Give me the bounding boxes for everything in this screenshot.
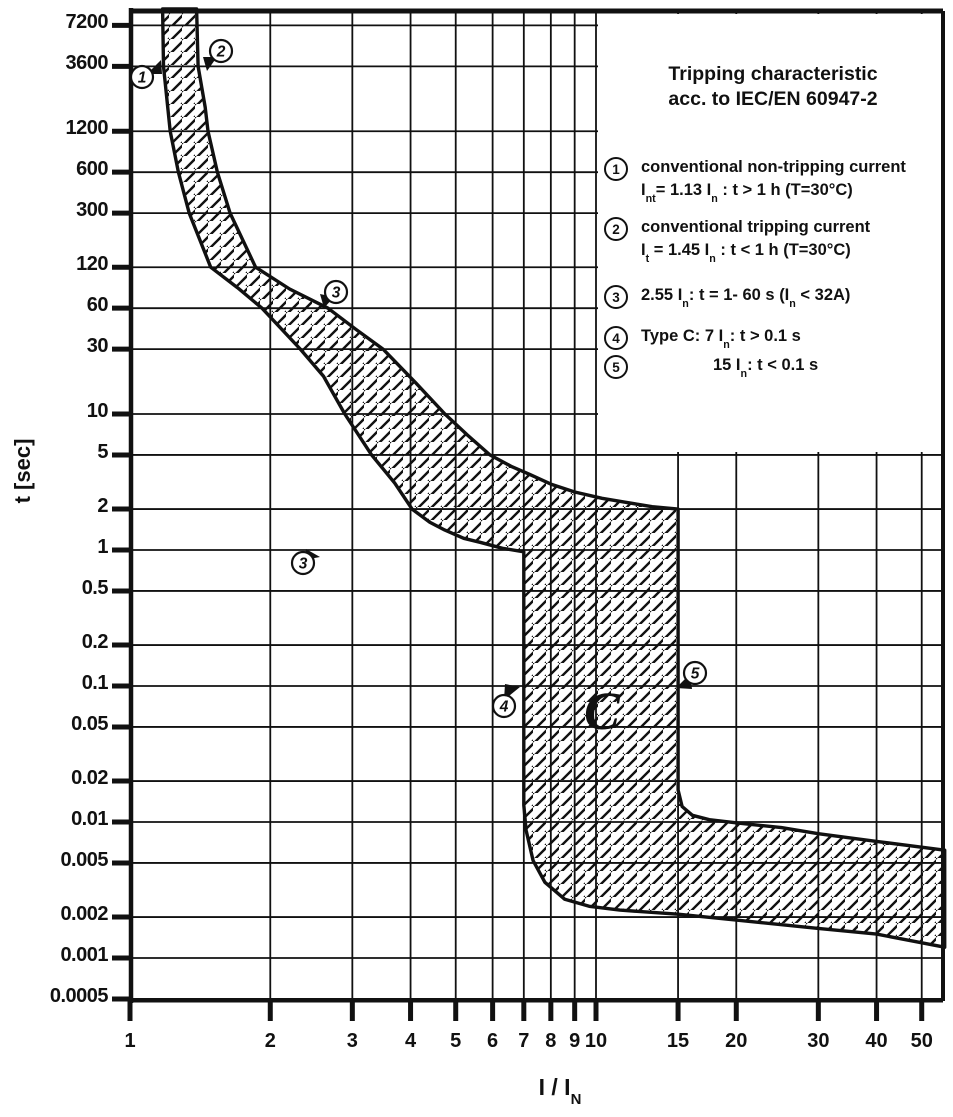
legend-items: 1 conventional non-tripping current Int=… [604, 156, 942, 379]
svg-text:2: 2 [216, 44, 226, 61]
x-tick-label: 10 [584, 1030, 608, 1052]
x-tick-label: 2 [264, 1030, 276, 1052]
circled-number-4: 4 [604, 326, 628, 350]
y-tick-label: 0.2 [81, 631, 109, 654]
y-tick-label: 0.05 [71, 712, 108, 735]
x-tick-label: 20 [725, 1030, 748, 1052]
y-tick-label: 2 [97, 495, 108, 518]
circled-number-5: 5 [604, 355, 628, 379]
y-tick-label: 0.01 [71, 808, 108, 830]
y-tick-label: 7200 [65, 11, 109, 34]
annotation-marker-2: 2 [203, 38, 234, 71]
annotation-marker-3: 3 [320, 279, 349, 308]
annotation-marker-1: 1 [129, 60, 162, 90]
x-tick-label: 30 [807, 1030, 830, 1052]
x-tick-label: 7 [518, 1030, 530, 1052]
legend-title-line2: acc. to IEC/EN 60947-2 [668, 88, 878, 110]
annotation-marker-3: 3 [290, 549, 320, 576]
y-tick-label: 120 [76, 253, 108, 276]
legend-background [598, 14, 941, 452]
y-tick-label: 0.001 [60, 944, 108, 966]
x-tick-label: 9 [569, 1030, 581, 1052]
x-tick-label: 40 [865, 1030, 888, 1052]
svg-text:1: 1 [138, 70, 147, 87]
y-tick-label: 10 [86, 400, 109, 422]
svg-text:5: 5 [691, 666, 700, 683]
y-tick-label: 1 [97, 536, 108, 558]
legend-item-1-line1: conventional non-tripping current [641, 158, 906, 176]
legend-item-1-line2: Int= 1.13 In : t > 1 h (T=30°C) [641, 181, 853, 205]
x-axis-title: I / IN [538, 1074, 582, 1109]
y-tick-label: 0.002 [60, 903, 108, 926]
legend-item-1: 1 conventional non-tripping current Int=… [604, 156, 942, 205]
plot-frame [112, 8, 945, 1021]
y-tick-label: 300 [76, 199, 108, 222]
legend-item-2-line1: conventional tripping current [641, 218, 871, 236]
svg-text:3: 3 [332, 285, 341, 302]
legend-item-2-line2: It = 1.45 In : t < 1 h (T=30°C) [641, 241, 851, 265]
legend-item-5-line1: 15 In: t < 0.1 s [713, 356, 819, 380]
y-tick-label: 0.005 [60, 848, 108, 871]
x-tick-label: 3 [346, 1030, 358, 1052]
y-tick-label: 3600 [65, 52, 109, 75]
legend-item-2: 2 conventional tripping current It = 1.4… [604, 216, 942, 265]
x-tick-label: 8 [545, 1030, 557, 1052]
legend-title-line1: Tripping characteristic [668, 63, 878, 85]
y-tick-label: 600 [76, 158, 108, 181]
x-tick-label: 4 [404, 1030, 417, 1052]
legend-item-5: 5 15 In: t < 0.1 s [604, 354, 942, 379]
x-tick-label: 5 [450, 1030, 462, 1052]
circled-number-1: 1 [604, 157, 628, 181]
circled-number-2: 2 [604, 217, 628, 241]
svg-text:4: 4 [499, 699, 509, 716]
y-axis-title: t [sec] [10, 438, 35, 504]
y-tick-label: 60 [86, 294, 109, 317]
y-tick-label: 0.0005 [49, 984, 109, 1007]
x-tick-label: 1 [124, 1030, 136, 1052]
annotation-marker-4: 4 [491, 684, 520, 719]
curve-type-label: C [584, 681, 621, 741]
x-tick-label: 15 [666, 1030, 690, 1052]
y-tick-label: 0.5 [81, 576, 109, 599]
legend-item-3: 3 2.55 In: t = 1- 60 s (In < 32A) [604, 284, 942, 309]
y-tick-label: 30 [86, 335, 109, 358]
y-tick-label: 0.1 [81, 672, 109, 694]
svg-text:3: 3 [299, 556, 308, 573]
circled-number-3: 3 [604, 285, 628, 309]
legend-item-4: 4 Type C: 7 In: t > 0.1 s [604, 325, 942, 350]
annotation-marker-5: 5 [676, 660, 708, 689]
x-tick-label: 50 [910, 1030, 933, 1052]
y-tick-label: 1200 [65, 117, 109, 140]
y-tick-label: 5 [97, 440, 108, 463]
legend-box: Tripping characteristic acc. to IEC/EN 6… [604, 62, 942, 379]
legend-item-3-line1: 2.55 In: t = 1- 60 s (In < 32A) [641, 286, 851, 310]
x-tick-label: 6 [487, 1030, 499, 1052]
y-tick-label: 0.02 [71, 767, 108, 790]
legend-item-4-line1: Type C: 7 In: t > 0.1 s [641, 327, 801, 351]
legend-title: Tripping characteristic acc. to IEC/EN 6… [604, 62, 942, 112]
